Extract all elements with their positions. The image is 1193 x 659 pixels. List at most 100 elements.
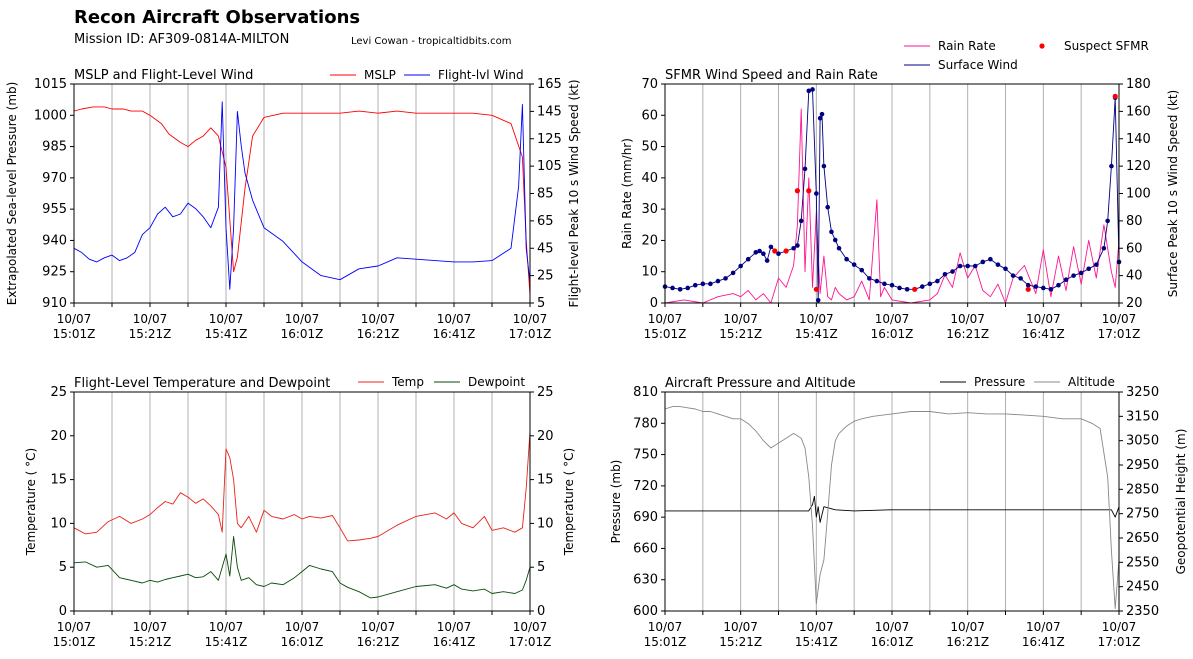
legend-label: Surface Wind [938, 58, 1018, 72]
surface-wind-point [1003, 266, 1008, 272]
x-tick-label-date: 10/07 [361, 312, 396, 326]
x-tick-label-date: 10/07 [513, 620, 548, 634]
y-right-tick-label: 20 [1126, 296, 1143, 311]
y-right-tick-label: 2950 [1126, 458, 1159, 473]
legend-label: Flight-lvl Wind [438, 68, 524, 82]
y-right-tick-label: 5 [537, 560, 545, 575]
surface-wind-point [980, 259, 986, 265]
y-right-tick-label: 80 [1126, 214, 1143, 229]
y-right-tick-label: 120 [1126, 159, 1151, 174]
y-right-tick-label: 85 [537, 187, 554, 202]
suspect-sfmr-point [813, 286, 819, 292]
plot-frame [73, 83, 531, 304]
x-tick-label-date: 10/07 [57, 620, 92, 634]
x-tick-label-date: 10/07 [361, 620, 396, 634]
surface-wind-point [1018, 276, 1023, 281]
surface-wind-point [730, 270, 736, 276]
surface-wind-point [988, 256, 993, 262]
surface-wind-point [757, 248, 762, 254]
surface-wind-point [1086, 266, 1092, 272]
x-tick-label-time: 15:21Z [719, 635, 762, 649]
y-right-tick-label: 60 [1126, 241, 1143, 256]
surface-wind-point [764, 258, 770, 263]
surface-wind-point [1071, 273, 1076, 278]
page-title: Recon Aircraft Observations [74, 7, 361, 28]
surface-wind-point [708, 281, 713, 287]
surface-wind-point [832, 237, 838, 243]
y-right-tick-label: 5 [537, 296, 545, 311]
x-tick-label-date: 10/07 [723, 312, 758, 326]
x-tick-label-time: 16:41Z [433, 327, 476, 341]
suspect-sfmr-point [1112, 93, 1118, 99]
y-right-tick-label: 3150 [1126, 409, 1159, 424]
x-tick-label-date: 10/07 [950, 312, 985, 326]
legend-label: Suspect SFMR [1064, 39, 1149, 53]
y-tick-label: 910 [42, 296, 67, 311]
y-tick-label: 630 [633, 573, 658, 588]
suspect-sfmr-point [806, 188, 812, 194]
surface-wind-point [821, 163, 827, 169]
y-right-tick-label: 180 [1126, 77, 1151, 92]
legend-label: Altitude [1068, 375, 1115, 389]
y-right-tick-label: 100 [1126, 187, 1151, 202]
series-line-mslp [73, 106, 531, 295]
series-line-temp [73, 431, 531, 542]
surface-wind-point [802, 166, 808, 172]
surface-wind-point [685, 285, 690, 291]
surface-wind-point [942, 271, 948, 277]
legend-pressure: Pressure [940, 375, 1025, 389]
mission-id: Mission ID: AF309-0814A-MILTON [74, 32, 290, 47]
x-tick-label-date: 10/07 [799, 620, 834, 634]
y-tick-label: 0 [650, 296, 658, 311]
plot-frame [664, 83, 1120, 304]
surface-wind-point [919, 284, 925, 289]
legend-label: MSLP [364, 68, 396, 82]
x-tick-label-time: 16:01Z [281, 635, 324, 649]
surface-wind-point [1109, 163, 1114, 169]
legend-surface-wind: Surface Wind [904, 58, 1018, 72]
y-right-axis-label: Surface Peak 10 s Wind Speed (kt) [1166, 90, 1180, 297]
surface-wind-point [1048, 287, 1054, 292]
surface-wind-point [753, 250, 759, 255]
y-tick-label: 0 [59, 604, 67, 619]
surface-wind-point [761, 251, 766, 257]
y-tick-label: 810 [633, 385, 658, 400]
x-tick-label-date: 10/07 [133, 312, 168, 326]
plot-frame [664, 391, 1120, 612]
surface-wind-point [738, 263, 743, 269]
y-tick-label: 925 [42, 265, 67, 280]
surface-wind-point [867, 276, 872, 281]
surface-wind-point [935, 278, 940, 284]
legend-label: Rain Rate [938, 39, 996, 53]
surface-wind-point [745, 256, 751, 262]
x-tick-label-date: 10/07 [723, 620, 758, 634]
series-line-altitude [664, 406, 1120, 610]
surface-wind-point [836, 245, 842, 251]
x-tick-label-time: 15:01Z [644, 635, 687, 649]
legend-flight-wind: Flight-lvl Wind [404, 68, 524, 82]
y-right-tick-label: 0 [537, 604, 545, 619]
x-tick-label-time: 16:21Z [946, 635, 989, 649]
x-tick-label-time: 15:41Z [205, 327, 248, 341]
surface-wind-point [859, 267, 865, 273]
x-tick-label-date: 10/07 [1102, 620, 1137, 634]
surface-wind-point [776, 251, 781, 257]
x-tick-label-date: 10/07 [285, 620, 320, 634]
x-tick-label-date: 10/07 [648, 620, 683, 634]
chart-title: SFMR Wind Speed and Rain Rate [665, 68, 878, 83]
y-tick-label: 15 [50, 473, 67, 488]
y-tick-label: 720 [633, 479, 658, 494]
surface-wind-point [882, 281, 887, 287]
surface-wind-point [723, 276, 728, 281]
y-tick-label: 70 [641, 77, 658, 92]
surface-wind-point [1101, 245, 1107, 251]
y-right-tick-label: 25 [537, 385, 554, 400]
surface-wind-point [819, 111, 825, 117]
legend-temp: Temp [358, 375, 424, 389]
y-right-tick-label: 2450 [1126, 580, 1159, 595]
surface-wind-point [1105, 218, 1110, 224]
y-tick-label: 30 [641, 202, 658, 217]
y-right-tick-label: 160 [1126, 104, 1151, 119]
surface-wind-point [791, 245, 796, 251]
